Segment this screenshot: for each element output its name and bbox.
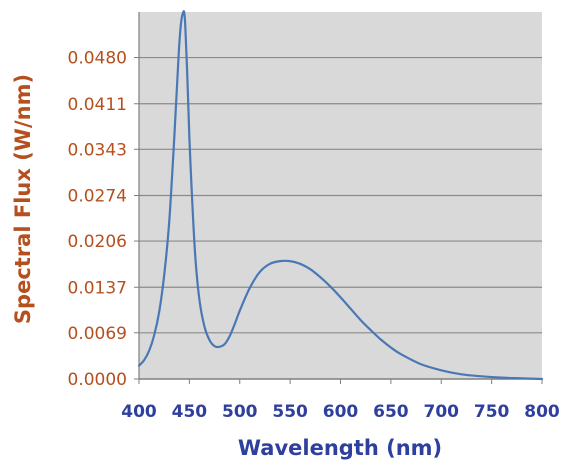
- x-tick-label: 800: [524, 402, 560, 422]
- x-tick-label: 500: [222, 402, 258, 422]
- y-tick-label: 0.0206: [68, 232, 127, 252]
- x-tick-label: 550: [272, 402, 308, 422]
- x-axis-ticks: 400 450 500 550 600 650 700 750 800: [121, 379, 560, 422]
- y-tick-label: 0.0000: [68, 370, 127, 390]
- y-tick-label: 0.0343: [68, 140, 127, 160]
- gridlines: [138, 12, 542, 380]
- y-tick-label: 0.0480: [68, 49, 127, 69]
- y-tick-label: 0.0069: [68, 324, 127, 344]
- x-tick-label: 450: [172, 402, 208, 422]
- x-tick-label: 400: [121, 402, 157, 422]
- y-tick-label: 0.0411: [68, 95, 127, 115]
- y-tick-label: 0.0274: [68, 187, 127, 207]
- x-axis-label: Wavelength (nm): [238, 436, 442, 460]
- x-tick-label: 600: [323, 402, 359, 422]
- x-tick-label: 700: [424, 402, 460, 422]
- x-tick-label: 650: [373, 402, 409, 422]
- series-line: [137, 10, 544, 381]
- y-tick-label: 0.0137: [68, 278, 127, 298]
- y-axis-ticks: 0.0000 0.0069 0.0137 0.0206 0.0274 0.0343 0.04…: [68, 49, 139, 390]
- y-axis-label: Spectral Flux (W/nm): [11, 74, 35, 324]
- x-tick-label: 750: [474, 402, 510, 422]
